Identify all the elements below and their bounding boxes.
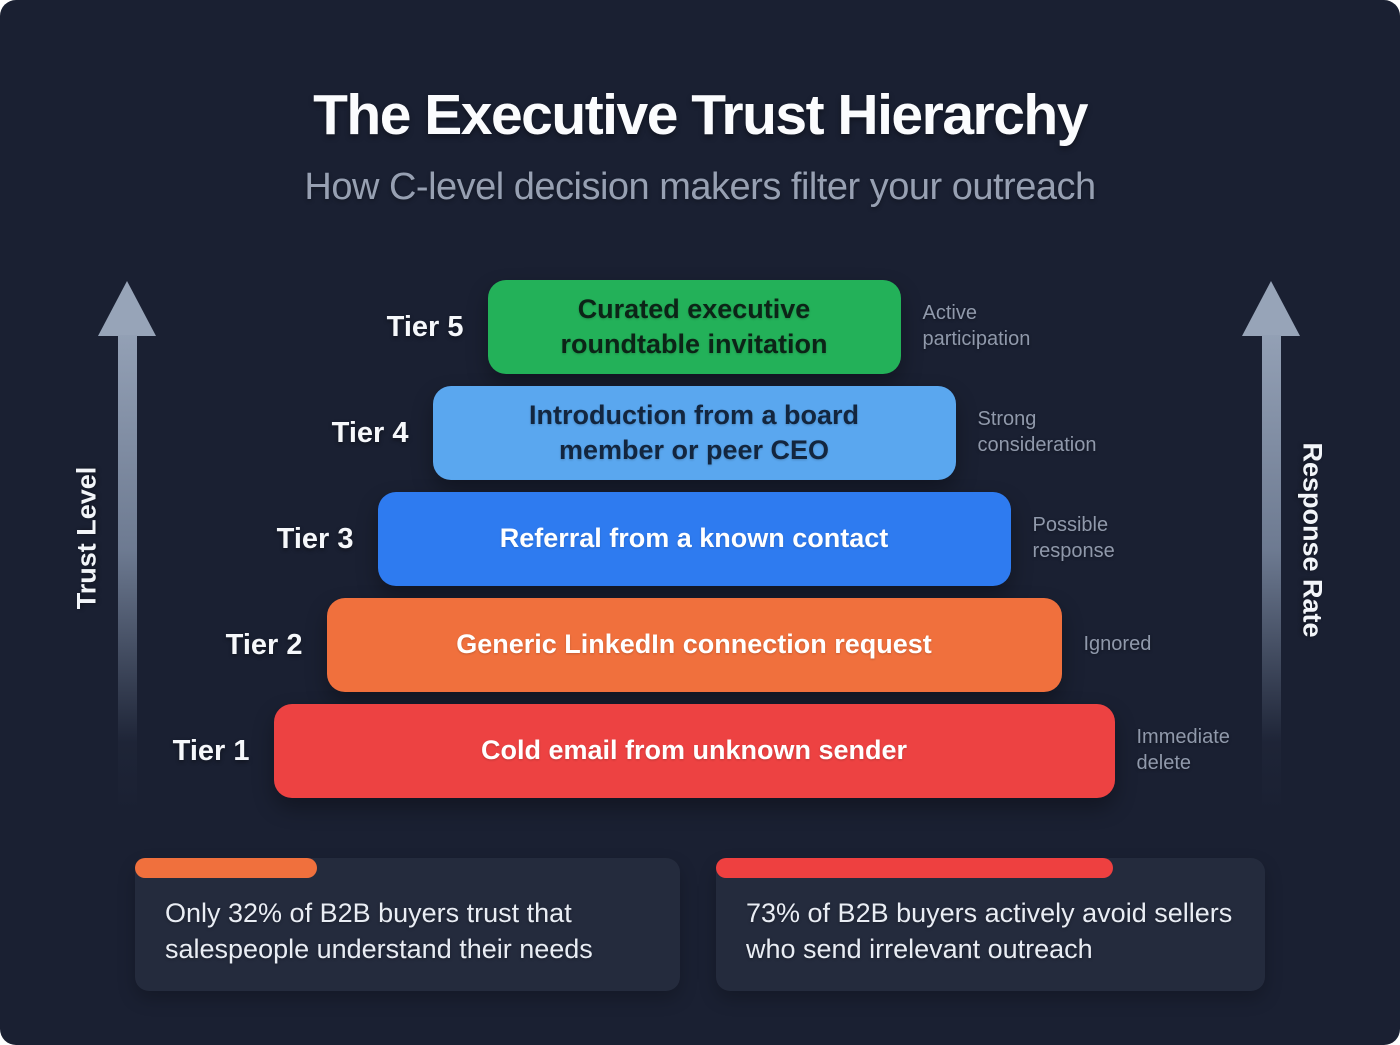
tier-bar: Referral from a known contact (377, 492, 1011, 586)
up-arrow-icon (1242, 281, 1300, 336)
tier-label: Tier 3 (276, 522, 354, 555)
tier-label: Tier 5 (386, 310, 464, 343)
stat-accent-bar (135, 858, 317, 878)
trust-level-axis-arrow (98, 281, 156, 815)
tier-note: Immediate delete (1136, 726, 1230, 774)
up-arrow-icon (98, 281, 156, 336)
tier-note: Strong consideration (977, 408, 1097, 456)
page-subtitle: How C-level decision makers filter your … (304, 165, 1096, 208)
tier-label: Tier 4 (331, 416, 409, 449)
arrow-shaft (1261, 335, 1281, 814)
stat-card-avoid: 73% of B2B buyers actively avoid sellers… (716, 858, 1265, 991)
page-title: The Executive Trust Hierarchy (313, 83, 1088, 147)
tier-note: Possible response (1032, 514, 1115, 562)
tier-bar: Introduction from a board member or peer… (432, 386, 956, 480)
tier-label: Tier 1 (172, 734, 250, 767)
tier-bar-text: Curated executive roundtable invitation (560, 293, 828, 359)
tier-label: Tier 2 (225, 628, 303, 661)
tier-bar-text: Cold email from unknown sender (480, 735, 908, 766)
stat-text: Only 32% of B2B buyers trust that salesp… (165, 898, 593, 964)
tier-bar: Curated executive roundtable invitation (487, 280, 901, 374)
tier-bar: Generic LinkedIn connection request (326, 598, 1062, 692)
tier-bar: Cold email from unknown sender (273, 704, 1115, 798)
tier-note: Active participation (922, 302, 1031, 350)
stat-text: 73% of B2B buyers actively avoid sellers… (746, 898, 1233, 964)
stat-accent-bar (716, 858, 1113, 878)
header: The Executive Trust Hierarchy How C-leve… (0, 84, 1400, 208)
response-rate-axis-arrow (1242, 281, 1300, 815)
tier-bar-text: Referral from a known contact (499, 523, 889, 554)
tier-bar-text: Generic LinkedIn connection request (456, 629, 932, 660)
arrow-shaft (117, 335, 137, 814)
tier-bar-text: Introduction from a board member or peer… (529, 399, 859, 465)
stat-card-trust: Only 32% of B2B buyers trust that salesp… (135, 858, 680, 991)
tier-note: Ignored (1083, 633, 1152, 656)
